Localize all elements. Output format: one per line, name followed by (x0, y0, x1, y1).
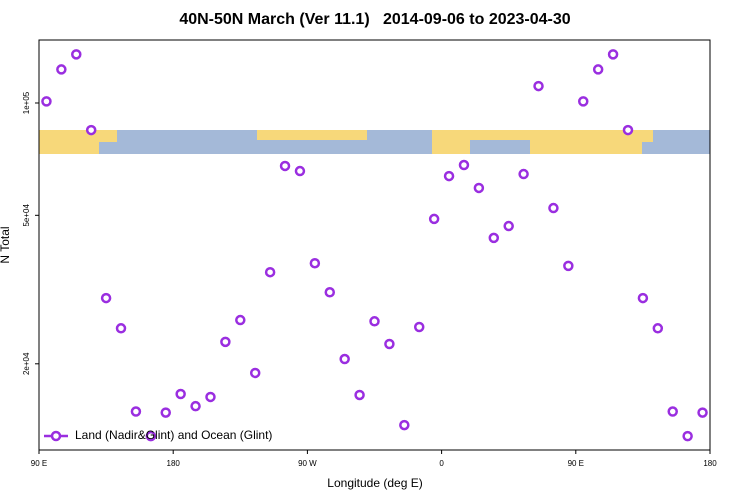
point (458, 159, 470, 171)
point (592, 64, 604, 75)
point (160, 407, 171, 418)
point (622, 124, 634, 136)
point (518, 168, 529, 180)
x-tick-label: 0 (439, 459, 444, 468)
point (41, 96, 52, 107)
point (563, 260, 574, 272)
point (682, 430, 693, 442)
point (354, 389, 365, 401)
x-tick-label: 90 W (298, 459, 317, 468)
point (145, 430, 157, 442)
point (56, 64, 67, 75)
point (503, 220, 514, 232)
point (533, 80, 544, 92)
point (697, 407, 708, 418)
point (71, 49, 82, 60)
point (309, 257, 321, 269)
x-tick-label: 180 (703, 459, 717, 468)
point (249, 367, 261, 379)
plot-frame (38, 39, 711, 451)
point (548, 202, 559, 214)
y-axis-label: N Total (0, 226, 12, 263)
point (473, 182, 485, 194)
point (428, 213, 440, 225)
point (488, 232, 500, 244)
point (399, 419, 410, 431)
point (652, 323, 664, 334)
chart-title: 40N-50N March (Ver 11.1) 2014-09-06 to 2… (179, 11, 570, 28)
point (190, 400, 201, 412)
point (384, 338, 395, 350)
y-tick-label: 1e+05 (22, 91, 31, 114)
point (85, 124, 97, 136)
point (339, 353, 350, 365)
point (413, 321, 425, 333)
point (175, 388, 186, 400)
point (369, 316, 380, 327)
point (100, 292, 112, 304)
y-tick-label: 5e+04 (22, 204, 31, 227)
legend-marker (50, 430, 62, 442)
y-tick-label: 2e+04 (22, 352, 31, 375)
point (607, 49, 619, 60)
point (637, 292, 649, 304)
point (443, 170, 455, 182)
x-tick-label: 90 E (31, 459, 47, 468)
point (235, 314, 246, 326)
x-tick-label: 180 (167, 459, 181, 468)
x-tick-label: 90 E (568, 459, 584, 468)
point (130, 406, 142, 417)
x-axis-label: Longitude (deg E) (327, 476, 422, 490)
map-band (39, 130, 710, 154)
point (115, 323, 127, 334)
point (205, 391, 216, 403)
point (279, 160, 291, 172)
point (578, 96, 589, 107)
point (324, 287, 336, 298)
point (264, 266, 276, 278)
point (667, 406, 678, 417)
point (220, 336, 231, 348)
point (294, 165, 306, 177)
legend-label: Land (Nadir&Glint) and Ocean (Glint) (75, 428, 272, 442)
